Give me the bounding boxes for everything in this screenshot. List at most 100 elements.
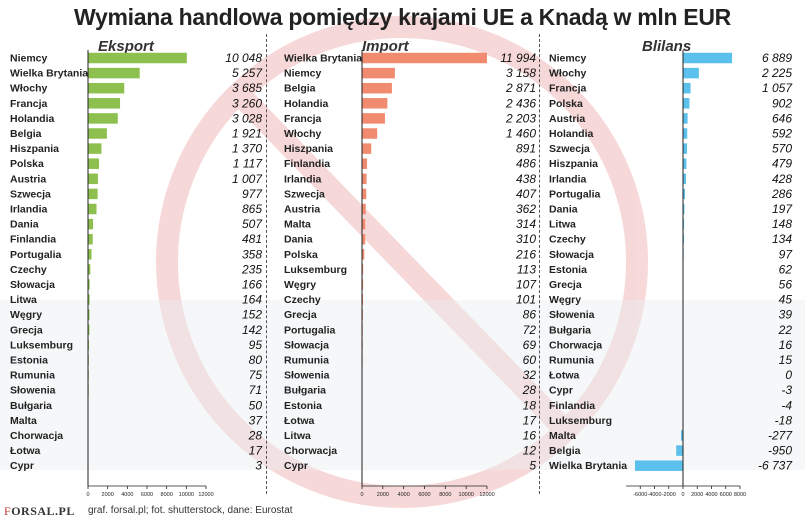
import-bar (362, 113, 385, 124)
balance-category-label: Francja (549, 83, 587, 95)
balance-category-label: Słowenia (549, 309, 595, 321)
import-category-label: Chorwacja (284, 445, 337, 457)
export-category-label: Austria (10, 173, 46, 185)
export-value-label: 3 260 (232, 96, 262, 110)
export-value-label: 865 (242, 202, 262, 216)
export-bar (88, 113, 118, 124)
balance-bar (683, 82, 691, 94)
import-value-label: 891 (516, 142, 536, 156)
balance-value-label: 592 (772, 127, 792, 141)
chart-title: Wymiana handlowa pomiędzy krajami UE a K… (74, 4, 731, 30)
import-category-label: Wielka Brytania (284, 53, 362, 65)
import-value-label: 18 (523, 398, 537, 412)
source-credit: graf. forsal.pl; fot. shutterstock, dane… (88, 505, 293, 516)
export-value-label: 3 685 (232, 81, 262, 95)
export-category-label: Słowacja (10, 279, 55, 291)
balance-value-label: 45 (779, 293, 793, 307)
export-x-tick-label: 10000 (179, 492, 194, 498)
balance-bar (683, 218, 685, 230)
balance-category-label: Cypr (549, 385, 573, 397)
import-bar (362, 203, 366, 215)
import-x-tick-label: 10000 (459, 492, 474, 498)
balance-bar (683, 158, 687, 169)
import-bar (362, 279, 364, 290)
import-category-label: Belgia (284, 83, 316, 95)
balance-bar (683, 98, 690, 109)
export-panel-title: Eksport (98, 38, 154, 55)
export-bar (88, 264, 91, 275)
balance-x-tick-label: 6000 (720, 492, 732, 498)
export-bar (88, 67, 140, 79)
balance-category-label: Irlandia (549, 173, 587, 185)
export-category-label: Wielka Brytania (10, 68, 88, 80)
export-value-label: 37 (249, 413, 264, 427)
import-value-label: 407 (516, 187, 537, 201)
balance-category-label: Szwecja (549, 143, 590, 155)
balance-x-tick-label: 4000 (705, 492, 717, 498)
balance-x-tick-label: 0 (681, 492, 684, 498)
export-bar (88, 324, 90, 336)
export-value-label: 977 (242, 187, 263, 201)
import-value-label: 12 (523, 444, 537, 458)
balance-value-label: -3 (781, 383, 792, 397)
import-value-label: 310 (516, 232, 536, 246)
logo-rest: ORSAL.PL (11, 504, 75, 518)
import-bar (362, 173, 367, 185)
export-category-label: Grecja (10, 324, 43, 336)
balance-category-label: Rumunia (549, 355, 594, 367)
export-category-label: Finlandia (10, 234, 56, 246)
import-bar (362, 158, 368, 169)
export-x-tick-label: 2000 (102, 492, 114, 498)
balance-value-label: 2 225 (761, 66, 792, 80)
import-bar (362, 67, 395, 79)
export-bar (88, 98, 121, 109)
balance-category-label: Malta (549, 430, 576, 442)
balance-value-label: -277 (768, 429, 793, 443)
import-value-label: 2 436 (505, 96, 536, 110)
export-category-label: Luksemburg (10, 339, 73, 351)
export-value-label: 10 048 (225, 51, 262, 65)
export-value-label: 152 (242, 308, 262, 322)
export-bar (88, 158, 99, 169)
export-category-label: Szwecja (10, 188, 51, 200)
balance-value-label: 134 (772, 232, 792, 246)
balance-category-label: Litwa (549, 219, 576, 231)
export-category-label: Niemcy (10, 53, 48, 65)
balance-value-label: -18 (775, 413, 793, 427)
import-category-label: Luksemburg (284, 264, 347, 276)
balance-value-label: 646 (772, 111, 792, 125)
import-bar (362, 52, 487, 64)
balance-category-label: Grecja (549, 279, 582, 291)
balance-value-label: 16 (779, 338, 793, 352)
balance-value-label: 570 (772, 142, 792, 156)
import-bar (362, 233, 366, 245)
panel-divider-left (266, 34, 267, 494)
import-x-tick-label: 4000 (398, 492, 410, 498)
balance-value-label: -950 (768, 444, 792, 458)
export-category-label: Czechy (10, 264, 47, 276)
balance-category-label: Bułgaria (549, 324, 591, 336)
import-category-label: Irlandia (284, 173, 322, 185)
import-value-label: 362 (516, 202, 536, 216)
balance-value-label: -6 737 (758, 459, 793, 473)
import-category-label: Szwecja (284, 188, 325, 200)
balance-value-label: 39 (779, 308, 793, 322)
import-value-label: 69 (523, 338, 537, 352)
balance-category-label: Dania (549, 204, 578, 216)
import-category-label: Dania (284, 234, 313, 246)
balance-value-label: 22 (778, 323, 793, 337)
balance-bar (683, 52, 733, 64)
export-x-tick-label: 8000 (161, 492, 173, 498)
balance-x-tick-label: 2000 (691, 492, 703, 498)
export-value-label: 3 (255, 459, 262, 473)
import-value-label: 32 (523, 368, 537, 382)
balance-value-label: 197 (772, 202, 793, 216)
export-value-label: 71 (249, 383, 262, 397)
balance-category-label: Niemcy (549, 53, 587, 65)
export-bar (88, 128, 107, 139)
import-x-tick-label: 6000 (418, 492, 430, 498)
import-value-label: 11 994 (500, 51, 536, 65)
balance-bar (634, 460, 683, 471)
import-category-label: Finlandia (284, 158, 330, 170)
